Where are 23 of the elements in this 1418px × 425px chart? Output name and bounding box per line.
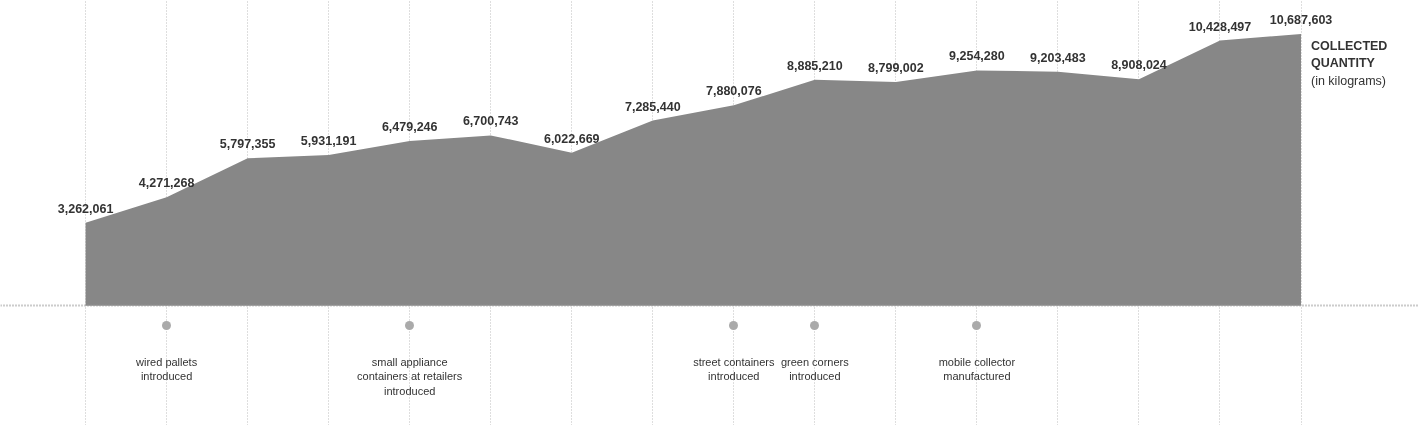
data-label: 6,022,669 <box>543 131 600 146</box>
data-label: 8,799,002 <box>868 60 924 75</box>
data-label: 3,262,061 <box>57 201 114 216</box>
text: COLLECTED QUANTITY <box>1311 38 1388 70</box>
text: street containers introduced <box>693 355 775 383</box>
data-label: 9,254,280 <box>949 49 1005 64</box>
text: green corners introduced <box>780 355 850 383</box>
data-label: 6,479,246 <box>381 120 438 135</box>
data-label: 6,700,743 <box>462 114 519 129</box>
text: small appliance containers at retailers introduced <box>357 355 463 397</box>
data-label: 5,797,355 <box>219 137 276 152</box>
data-label: 9,203,483 <box>1030 50 1086 65</box>
data-label: 10,428,497 <box>1188 19 1252 34</box>
text: wired pallets introduced <box>135 355 198 383</box>
data-label: 5,931,191 <box>300 133 357 148</box>
data-label: 7,880,076 <box>706 84 762 99</box>
data-label: 8,885,210 <box>787 58 843 73</box>
data-label: 10,687,603 <box>1269 12 1333 27</box>
text: (in kilograms) <box>1311 73 1387 88</box>
data-label: 7,285,440 <box>624 99 681 114</box>
data-label: 4,271,268 <box>138 176 195 191</box>
data-label: 8,908,024 <box>1111 58 1167 73</box>
text: mobile collector manufactured <box>938 355 1016 383</box>
